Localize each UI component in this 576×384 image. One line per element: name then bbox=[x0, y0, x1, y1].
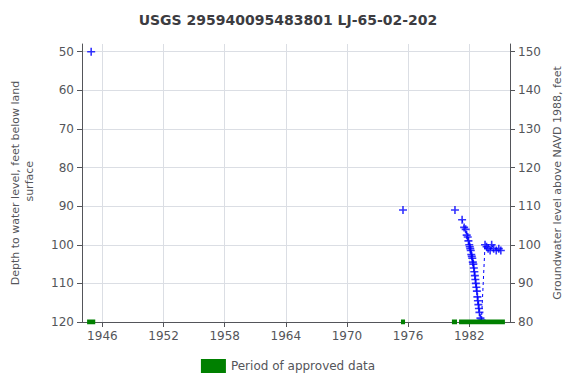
svg-text:Groundwater level above NAVD 1: Groundwater level above NAVD 1988, feet bbox=[551, 66, 564, 300]
svg-text:80: 80 bbox=[59, 161, 74, 175]
svg-text:100: 100 bbox=[51, 238, 74, 252]
svg-text:110: 110 bbox=[518, 199, 541, 213]
svg-text:100: 100 bbox=[518, 238, 541, 252]
svg-text:50: 50 bbox=[59, 45, 74, 59]
svg-text:Depth to water level, feet bel: Depth to water level, feet below land bbox=[9, 81, 22, 286]
svg-text:1958: 1958 bbox=[209, 329, 240, 343]
svg-text:60: 60 bbox=[59, 83, 74, 97]
svg-text:surface: surface bbox=[23, 161, 36, 205]
svg-text:90: 90 bbox=[518, 276, 533, 290]
svg-text:150: 150 bbox=[518, 45, 541, 59]
svg-text:140: 140 bbox=[518, 83, 541, 97]
svg-text:1946: 1946 bbox=[87, 329, 118, 343]
svg-text:Period of approved data: Period of approved data bbox=[231, 359, 375, 373]
svg-text:120: 120 bbox=[51, 315, 74, 329]
svg-text:110: 110 bbox=[51, 276, 74, 290]
svg-text:1976: 1976 bbox=[393, 329, 424, 343]
svg-text:1964: 1964 bbox=[271, 329, 302, 343]
svg-text:1970: 1970 bbox=[332, 329, 363, 343]
svg-text:90: 90 bbox=[59, 199, 74, 213]
svg-text:130: 130 bbox=[518, 122, 541, 136]
svg-text:USGS 295940095483801 LJ-65-02-: USGS 295940095483801 LJ-65-02-202 bbox=[139, 12, 438, 28]
svg-text:80: 80 bbox=[518, 315, 533, 329]
svg-text:70: 70 bbox=[59, 122, 74, 136]
svg-text:120: 120 bbox=[518, 161, 541, 175]
svg-text:1982: 1982 bbox=[454, 329, 485, 343]
svg-text:1952: 1952 bbox=[148, 329, 179, 343]
